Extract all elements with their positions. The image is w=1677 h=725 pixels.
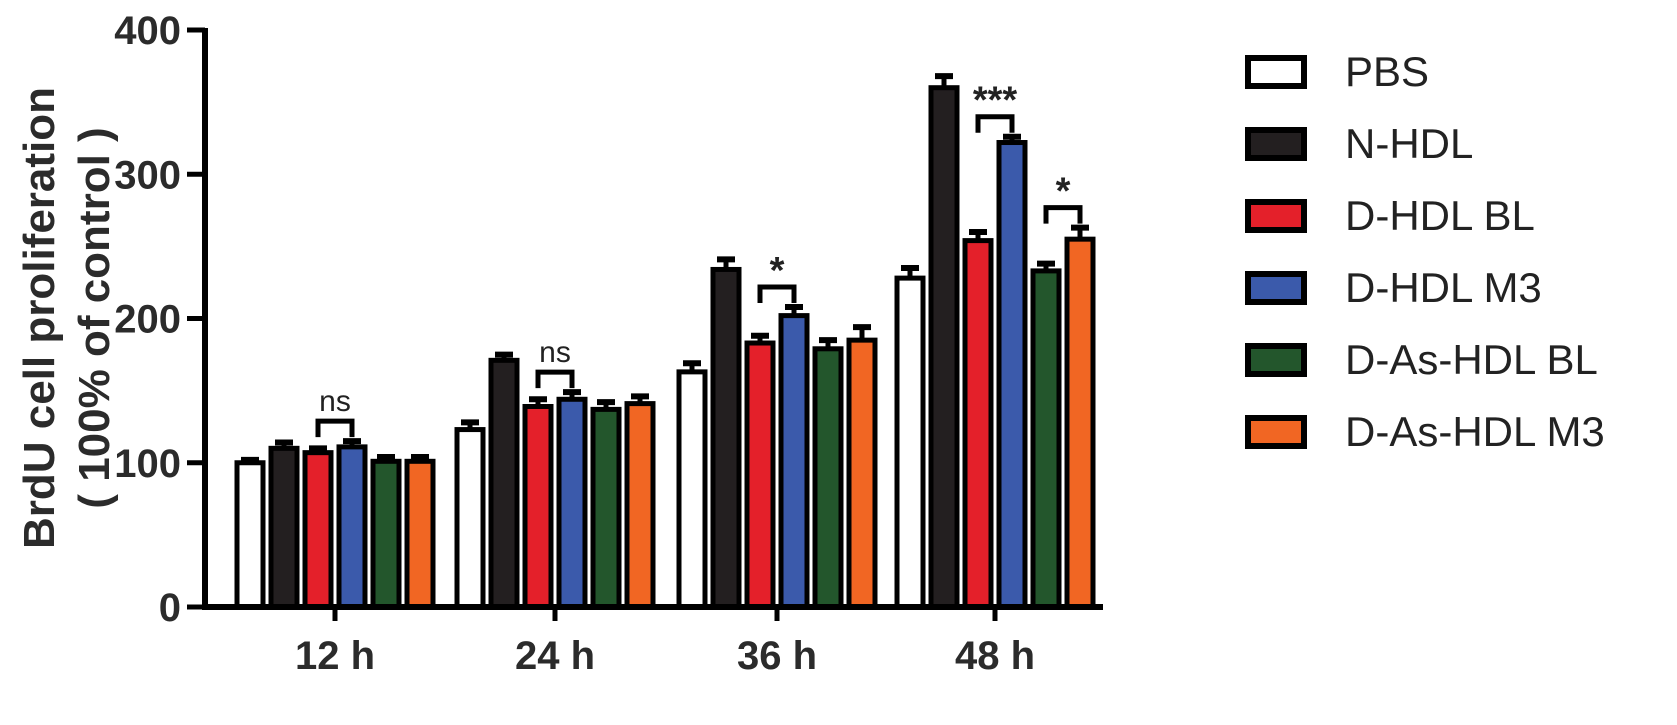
significance-label: ns: [319, 385, 351, 418]
bar-pbs-1: [454, 427, 486, 610]
bar-n-hdl-2: [710, 266, 742, 610]
y-axis-label-line1: BrdU cell proliferation: [15, 86, 64, 550]
significance-bracket: [975, 114, 1015, 133]
y-tick-label: 0: [159, 586, 181, 630]
legend-label: D-HDL M3: [1345, 264, 1542, 311]
y-tick-label: 300: [114, 153, 181, 197]
legend-swatch: [1245, 415, 1307, 449]
bar-d-as-hdl-m3-1: [624, 401, 656, 610]
bar-pbs-0: [234, 460, 266, 610]
legend-label: D-HDL BL: [1345, 192, 1535, 239]
x-tick-label: 36 h: [737, 634, 817, 678]
legend-swatch: [1245, 127, 1307, 161]
bar-d-hdl-bl-3: [962, 238, 994, 610]
y-axis-label-line2: ( 100% of control ): [70, 127, 119, 509]
bar-d-as-hdl-bl-2: [812, 346, 844, 610]
bar-d-hdl-m3-3: [996, 140, 1028, 610]
significance-label: ns: [539, 336, 571, 369]
legend-swatch: [1245, 199, 1307, 233]
significance-bracket: [1043, 205, 1083, 224]
bar-d-hdl-m3-1: [556, 396, 588, 610]
significance-label: ***: [973, 80, 1018, 122]
bar-pbs-3: [894, 275, 926, 610]
bar-pbs-2: [676, 369, 708, 610]
legend-swatch: [1245, 55, 1307, 89]
y-tick-label: 400: [114, 9, 181, 53]
significance-bracket: [535, 369, 575, 389]
y-axis-label-sub: ( 100% of control ): [70, 127, 120, 508]
legend-label: PBS: [1345, 48, 1430, 95]
bar-d-as-hdl-bl-3: [1030, 268, 1062, 610]
bar-d-as-hdl-m3-3: [1064, 236, 1096, 610]
significance-label: *: [770, 250, 785, 292]
y-tick-label: 200: [114, 298, 181, 342]
bar-d-hdl-bl-1: [522, 403, 554, 610]
bar-d-as-hdl-m3-0: [404, 458, 436, 610]
bar-d-as-hdl-bl-1: [590, 406, 622, 610]
significance-bracket: [315, 418, 355, 438]
bar-d-hdl-m3-0: [336, 444, 368, 610]
legend-label: D-As-HDL BL: [1345, 336, 1598, 383]
y-tick-label: 100: [114, 442, 181, 486]
y-axis-label: BrdU cell proliferation: [15, 87, 65, 549]
legend-swatch: [1245, 343, 1307, 377]
bar-n-hdl-1: [488, 357, 520, 610]
bar-d-hdl-bl-0: [302, 450, 334, 610]
legend-label: N-HDL: [1345, 120, 1474, 167]
bar-n-hdl-3: [928, 85, 960, 610]
significance-label: *: [1056, 171, 1071, 213]
legend-swatch: [1245, 271, 1307, 305]
legend-label: D-As-HDL M3: [1345, 408, 1605, 455]
x-tick-label: 24 h: [515, 634, 595, 678]
x-tick-label: 12 h: [295, 634, 375, 678]
x-tick-label: 48 h: [955, 634, 1035, 678]
bar-d-hdl-bl-2: [744, 340, 776, 610]
bar-d-as-hdl-m3-2: [846, 337, 878, 610]
bar-d-hdl-m3-2: [778, 313, 810, 610]
bar-d-as-hdl-bl-0: [370, 458, 402, 610]
bar-n-hdl-0: [268, 445, 300, 610]
significance-bracket: [757, 284, 797, 303]
